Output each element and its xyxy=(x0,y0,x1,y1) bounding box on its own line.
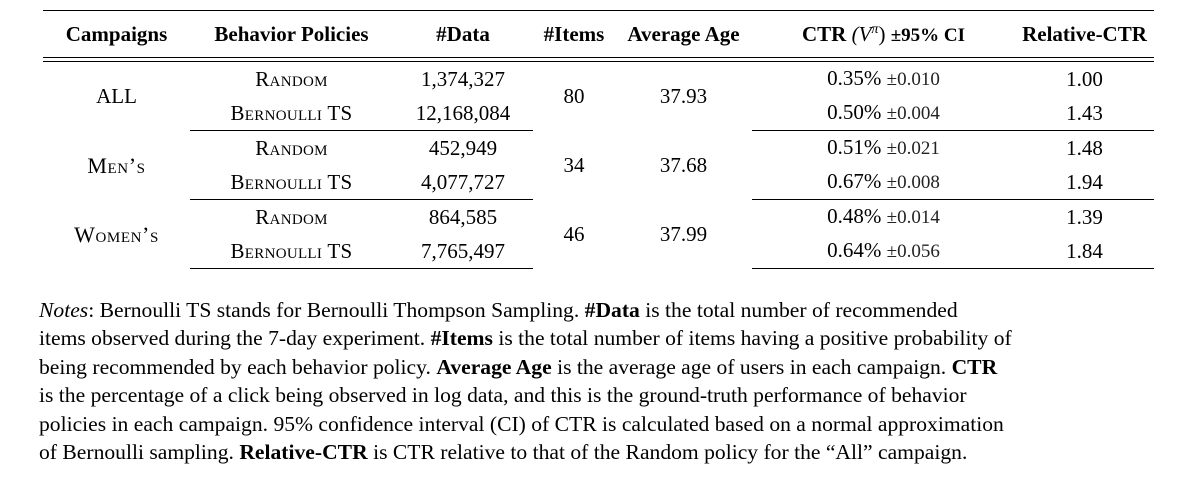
ctr-confidence-interval: ±0.010 xyxy=(886,69,940,90)
notes-term: Relative-CTR xyxy=(239,440,368,465)
data-count: 4,077,727 xyxy=(393,165,533,200)
relative-ctr: 1.84 xyxy=(1015,234,1154,269)
header-campaigns: Campaigns xyxy=(43,10,190,58)
table-row: Bernoulli TS 4,077,727 0.67% ±0.008 1.94 xyxy=(43,165,1154,200)
notes-line: Notes: Bernoulli TS stands for Bernoulli… xyxy=(39,296,1161,324)
campaign-name: Men’s xyxy=(87,152,146,178)
table-row: Men’s Random 452,949 34 37.68 0.51% ±0.021 1.4… xyxy=(43,131,1154,178)
results-table: Campaigns Behavior Policies #Data #Items… xyxy=(43,10,1154,269)
ctr-confidence-interval: ±0.004 xyxy=(886,103,940,124)
average-age: 37.68 xyxy=(659,152,708,177)
table-notes: Notes: Bernoulli TS stands for Bernoulli… xyxy=(39,296,1161,466)
header-ctr-close: ) xyxy=(878,21,886,46)
notes-text: of Bernoulli sampling. xyxy=(39,440,240,465)
notes-term: #Items xyxy=(430,326,493,351)
ctr-percent: 0.50% xyxy=(827,100,882,124)
policy-name: Bernoulli TS xyxy=(190,96,393,131)
relative-ctr: 1.94 xyxy=(1015,165,1154,200)
header-ctr-ci: ±95% CI xyxy=(890,24,965,46)
notes-text: : Bernoulli TS stands for Bernoulli Thom… xyxy=(88,298,585,322)
notes-label: Notes xyxy=(39,298,89,322)
ctr-confidence-interval: ±0.056 xyxy=(886,241,940,262)
header-ctr-superscript: π xyxy=(871,21,879,37)
ctr-confidence-interval: ±0.014 xyxy=(886,207,940,228)
table-row: ALL Random 1,374,327 80 37.93 0.35% ±0.010 1.0… xyxy=(43,62,1154,108)
notes-text: is the average age of users in each camp… xyxy=(551,354,952,379)
policy-name: Random xyxy=(255,204,328,229)
header-relative-ctr: Relative-CTR xyxy=(1015,10,1154,58)
header-ctr-symbol: (V xyxy=(851,21,872,46)
policy-name: Bernoulli TS xyxy=(190,165,393,200)
ctr-percent: 0.64% xyxy=(827,238,882,262)
relative-ctr: 1.43 xyxy=(1015,96,1154,131)
policy-name: Random xyxy=(255,135,328,160)
notes-term: CTR xyxy=(951,354,998,379)
header-data: #Data xyxy=(393,10,533,58)
ctr-percent: 0.35% xyxy=(827,66,882,90)
relative-ctr: 1.48 xyxy=(1066,135,1103,160)
ctr-confidence-interval: ±0.008 xyxy=(886,172,940,193)
data-count: 12,168,084 xyxy=(393,96,533,131)
ctr-value: 0.51% ±0.021 xyxy=(752,131,1015,166)
table-row: Women’s Random 864,585 46 37.99 0.48% ±0.014 1… xyxy=(43,200,1154,247)
header-policies: Behavior Policies xyxy=(190,10,393,58)
ctr-value: 0.67% ±0.008 xyxy=(752,165,1015,200)
header-items: #Items xyxy=(533,10,615,58)
notes-term: Average Age xyxy=(436,354,552,379)
ctr-percent: 0.48% xyxy=(827,204,882,228)
average-age: 37.99 xyxy=(659,221,708,246)
data-count: 864,585 xyxy=(428,204,498,229)
table-row: Bernoulli TS 7,765,497 0.64% ±0.056 1.84 xyxy=(43,234,1154,269)
header-row: Campaigns Behavior Policies #Data #Items… xyxy=(43,10,1154,58)
notes-term: #Data xyxy=(584,298,640,322)
relative-ctr: 1.39 xyxy=(1066,204,1103,229)
notes-line: items observed during the 7-day experime… xyxy=(39,324,1161,352)
items-count: 34 xyxy=(563,152,585,177)
relative-ctr: 1.00 xyxy=(1066,66,1103,91)
notes-text: is the percentage of a click being obser… xyxy=(39,383,967,408)
table-row: Bernoulli TS 12,168,084 0.50% ±0.004 1.43 xyxy=(43,96,1154,131)
notes-line: policies in each campaign. 95% confidenc… xyxy=(39,410,1161,438)
ctr-value: 0.48% ±0.014 xyxy=(752,200,1015,235)
notes-line: being recommended by each behavior polic… xyxy=(39,353,1161,381)
notes-text: is CTR relative to that of the Random po… xyxy=(367,440,968,465)
header-ctr-label: CTR xyxy=(802,21,847,46)
header-average-age: Average Age xyxy=(615,10,752,58)
ctr-value: 0.35% ±0.010 xyxy=(752,62,1015,97)
campaign-group: ALL Random 1,374,327 80 37.93 0.35% ±0.010 1.0… xyxy=(43,62,1154,131)
notes-text: is the total number of recommended xyxy=(639,298,958,322)
notes-text: being recommended by each behavior polic… xyxy=(39,354,437,379)
items-count: 46 xyxy=(563,221,585,246)
ctr-confidence-interval: ±0.021 xyxy=(886,138,940,159)
notes-text: policies in each campaign. 95% confidenc… xyxy=(39,411,1004,436)
average-age: 37.93 xyxy=(659,83,708,108)
data-count: 1,374,327 xyxy=(421,66,505,91)
data-count: 7,765,497 xyxy=(393,234,533,269)
notes-text: items observed during the 7-day experime… xyxy=(39,326,431,351)
notes-line: is the percentage of a click being obser… xyxy=(39,381,1161,409)
ctr-percent: 0.67% xyxy=(827,169,882,193)
ctr-percent: 0.51% xyxy=(827,135,882,159)
policy-name: Random xyxy=(255,66,328,91)
header-double-rule xyxy=(43,57,1154,62)
notes-line: of Bernoulli sampling. Relative-CTR is C… xyxy=(39,438,1161,466)
ctr-value: 0.64% ±0.056 xyxy=(752,234,1015,269)
campaign-group: Women’s Random 864,585 46 37.99 0.48% ±0.014 1… xyxy=(43,200,1154,269)
notes-text: is the total number of items having a po… xyxy=(492,326,1012,351)
data-count: 452,949 xyxy=(428,135,498,160)
campaign-name: ALL xyxy=(96,83,137,108)
header-ctr: CTR (Vπ) ±95% CI xyxy=(752,10,1015,58)
ctr-value: 0.50% ±0.004 xyxy=(752,96,1015,131)
items-count: 80 xyxy=(563,83,585,108)
campaign-group: Men’s Random 452,949 34 37.68 0.51% ±0.021 1.4… xyxy=(43,131,1154,200)
campaign-name: Women’s xyxy=(74,221,159,247)
policy-name: Bernoulli TS xyxy=(190,234,393,269)
